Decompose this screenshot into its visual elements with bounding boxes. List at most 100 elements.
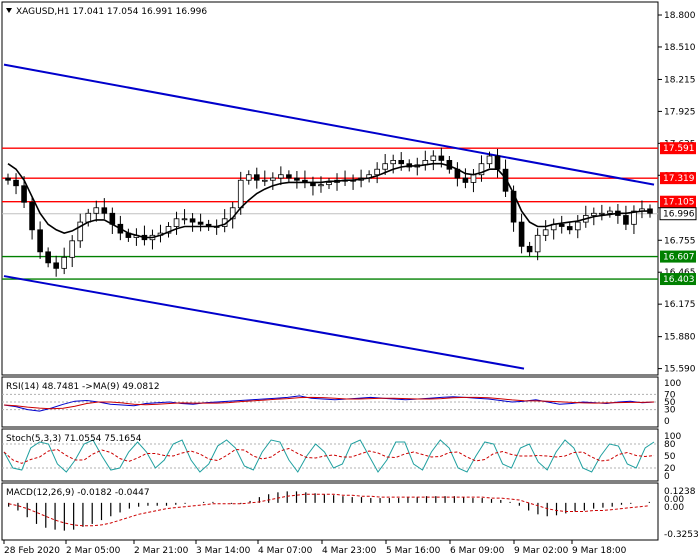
current-price-badge: [659, 207, 697, 221]
time-axis: 28 Feb 2020 2 Mar 05:00 2 Mar 21:00 3 Mar 1…: [3, 540, 627, 556]
level-badge: [660, 142, 696, 155]
candle-body: [631, 210, 637, 225]
candle-body: [542, 229, 549, 236]
candle-body: [558, 223, 565, 227]
candle-body: [5, 177, 11, 181]
candle-body: [173, 218, 180, 227]
candle-body: [574, 221, 581, 231]
macd-tick-label: 0.00: [664, 495, 684, 505]
macd-title: MACD(12,26,9) -0.0182 -0.0447: [6, 488, 150, 498]
stoch-title: Stoch(5,3,3) 71.0554 75.1654: [6, 434, 142, 444]
stoch-main-line: [3, 439, 655, 473]
macd-tick-label: -0.3253: [664, 530, 699, 540]
candle-body: [181, 218, 188, 221]
moving-average-line: [7, 162, 650, 239]
macd-signal-line: [8, 493, 650, 527]
level-labels: 17.591 17.319 17.105 16.607 16.403 16.996: [659, 142, 697, 286]
candle-body: [286, 174, 292, 179]
candle-body: [29, 201, 35, 231]
rsi-tick-label: 30: [664, 406, 676, 416]
level-badge: [660, 250, 696, 263]
time-tick-label: 3 Mar 14:00: [196, 546, 251, 556]
candle-body: [430, 155, 437, 161]
time-tick-label: 4 Mar 23:00: [322, 546, 377, 556]
time-tick-label: 28 Feb 2020: [4, 546, 60, 556]
price-tick-label: 18.510: [664, 43, 696, 53]
candle-body: [318, 184, 324, 187]
main-panel-frame: [1, 1, 659, 376]
price-tick-label: 16.755: [664, 236, 696, 246]
candle-body: [61, 256, 67, 269]
candle-body: [229, 207, 236, 220]
candle-body: [486, 155, 493, 165]
level-badge-label: 17.105: [663, 198, 695, 208]
price-tick-label: 18.800: [664, 11, 696, 21]
level-badge-label: 17.591: [663, 144, 695, 154]
rsi-signal-line: [3, 396, 655, 410]
candle-body: [21, 185, 27, 203]
stoch-tick-label: 100: [664, 432, 681, 442]
rsi-title: RSI(14) 48.7481 ->MA(9) 49.0812: [6, 382, 160, 392]
candle-body: [526, 245, 533, 253]
candle-body: [270, 177, 276, 181]
stoch-tick-label: 50: [664, 452, 676, 462]
candle-body: [470, 174, 477, 183]
stoch-tick-label: 0: [664, 472, 670, 482]
candle-body: [13, 179, 19, 187]
candle-body: [438, 155, 445, 161]
stoch-panel-frame: [1, 428, 659, 482]
candle-body: [518, 221, 525, 247]
level-badge: [660, 172, 696, 185]
candle-body: [245, 174, 252, 181]
level-badge: [660, 273, 696, 286]
candle-body: [189, 218, 196, 223]
candle-body: [591, 212, 597, 216]
current-price-label: 16.996: [663, 210, 695, 220]
candle-body: [374, 168, 380, 176]
time-tick-label: 2 Mar 21:00: [134, 546, 189, 556]
stoch-tick-label: 80: [664, 440, 676, 450]
channel-line[interactable]: [3, 63, 655, 186]
candle-body: [37, 229, 43, 253]
candle-body: [85, 212, 92, 223]
price-tick-label: 17.925: [664, 107, 696, 117]
candle-body: [101, 207, 108, 214]
candle-body: [69, 240, 76, 258]
time-tick-label: 2 Mar 05:00: [66, 546, 121, 556]
rsi-tick-label: 70: [664, 390, 676, 400]
candle-body: [390, 160, 397, 165]
candle-body: [278, 174, 284, 179]
level-badge: [660, 195, 696, 208]
rsi-tick-label: 100: [664, 379, 681, 389]
candle-body: [462, 177, 469, 183]
channel-line[interactable]: [3, 275, 525, 370]
candle-body: [566, 226, 573, 231]
candle-body: [478, 163, 485, 176]
candle-body: [607, 210, 613, 214]
candle-body: [398, 160, 405, 165]
time-tick-label: 5 Mar 16:00: [386, 546, 441, 556]
price-tick-label: 18.215: [664, 75, 696, 85]
candle-body: [53, 262, 59, 269]
ma-layer: [7, 162, 650, 239]
macd-tick-label: 0.00: [664, 503, 684, 513]
price-tick-label: 15.590: [664, 365, 696, 375]
level-badge-label: 16.403: [663, 275, 695, 285]
candle-body: [494, 155, 501, 170]
candle-body: [510, 190, 517, 223]
candle-body: [197, 221, 204, 225]
level-badge-label: 17.319: [663, 174, 695, 184]
channel-layer: [3, 63, 655, 370]
candle-body: [623, 215, 629, 225]
candle-body: [599, 212, 605, 215]
rsi-tick-label: 0: [664, 417, 670, 427]
symbol-arrow-icon[interactable]: [6, 8, 12, 13]
candle-body: [165, 226, 172, 234]
macd-panel-frame: [1, 482, 659, 541]
candle-body: [534, 234, 541, 253]
candle-body: [93, 207, 100, 214]
